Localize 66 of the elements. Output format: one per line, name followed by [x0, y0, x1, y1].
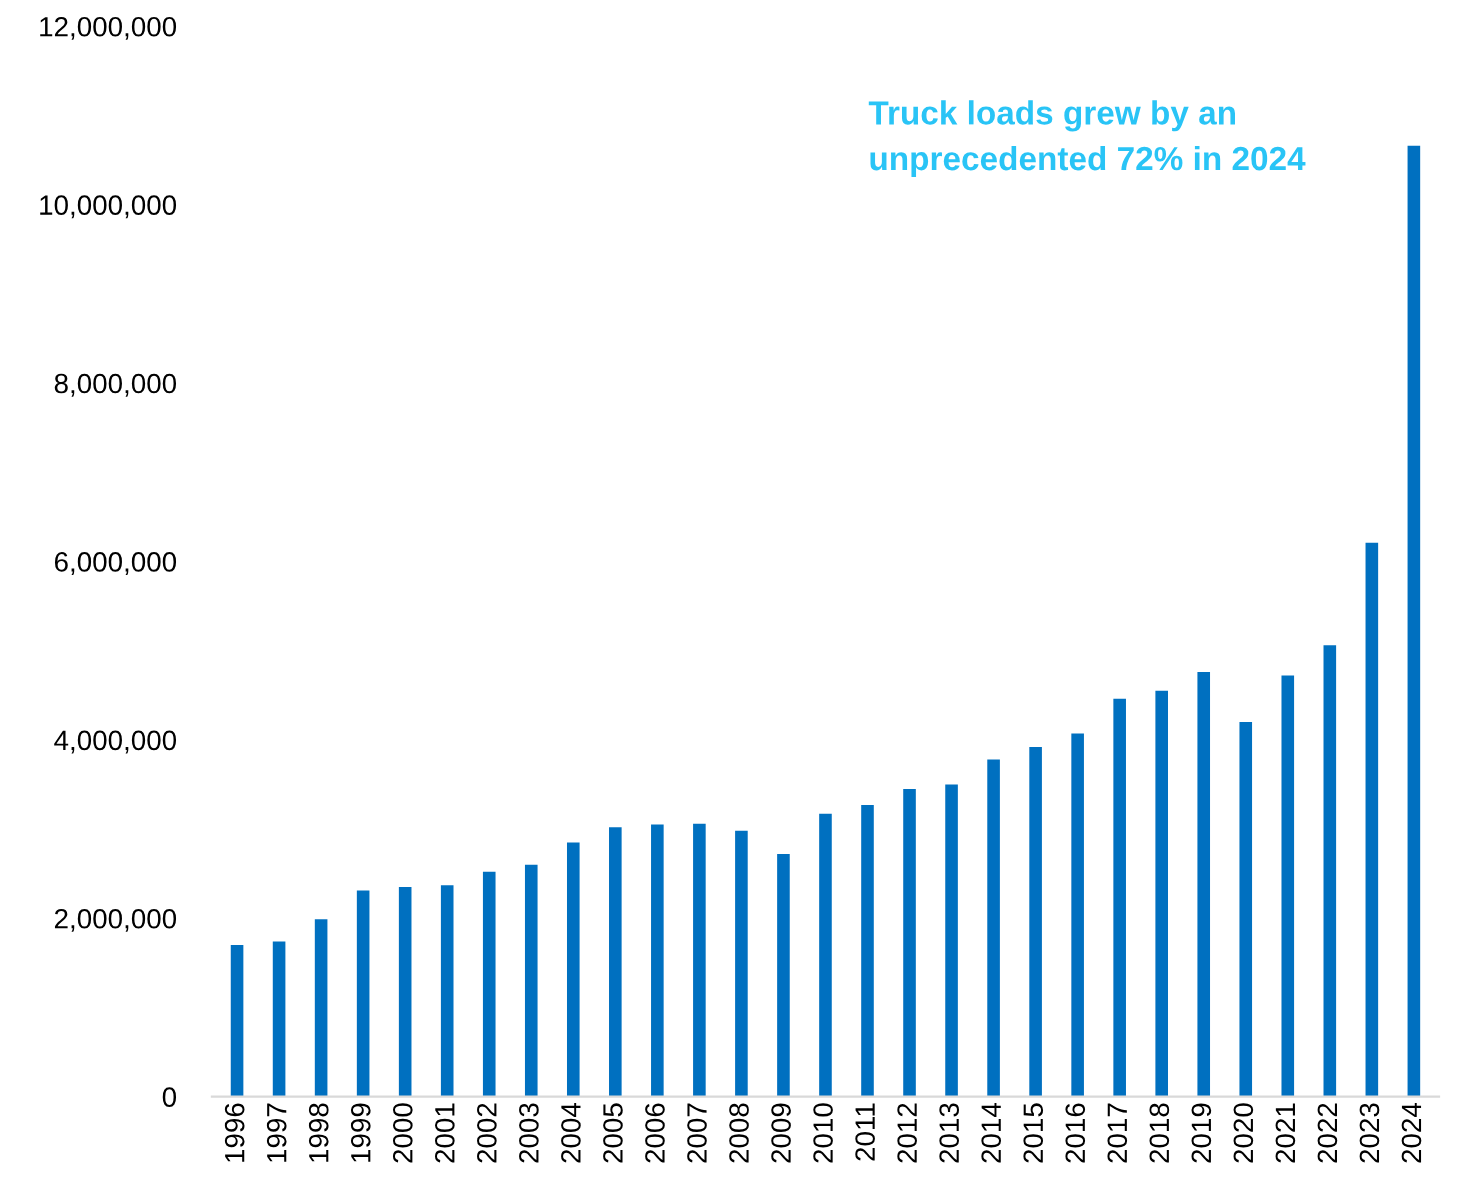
x-tick-label: 2022 — [1317, 1103, 1338, 1163]
x-tick-label: 2011 — [855, 1103, 875, 1161]
bar — [230, 945, 244, 1097]
x-tick-label: 1996 — [224, 1103, 245, 1162]
bar — [1071, 733, 1084, 1097]
bar — [356, 890, 370, 1097]
x-tick-label: 2010 — [813, 1103, 833, 1163]
x-tick-label: 2018 — [1149, 1103, 1170, 1163]
x-tick-label: 2002 — [477, 1103, 497, 1163]
bar — [524, 864, 538, 1097]
bar — [440, 885, 454, 1097]
x-tick-label: 2013 — [939, 1103, 960, 1163]
bar — [482, 871, 496, 1097]
x-tick-label: 2014 — [981, 1103, 1002, 1163]
x-tick-label: 2021 — [1275, 1103, 1296, 1163]
x-tick-label: 2004 — [561, 1103, 581, 1163]
bar — [903, 788, 916, 1097]
bar — [777, 854, 790, 1097]
bar — [945, 784, 958, 1097]
x-tick-label: 2007 — [687, 1103, 707, 1163]
y-tick-label: 10,000,000 — [40, 195, 177, 219]
bar — [398, 887, 412, 1097]
y-tick-label: 2,000,000 — [54, 908, 177, 932]
bar — [1365, 542, 1379, 1097]
x-tick-label: 2003 — [519, 1103, 539, 1163]
x-tick-label: 2012 — [897, 1103, 917, 1163]
x-tick-label: 2024 — [1401, 1103, 1422, 1163]
x-tick-label: 2000 — [392, 1103, 413, 1163]
x-tick-label: 2020 — [1233, 1103, 1254, 1163]
bar — [735, 830, 748, 1097]
x-tick-label: 2001 — [434, 1103, 455, 1163]
bar — [1323, 645, 1337, 1097]
y-tick-label: 12,000,000 — [40, 16, 177, 40]
bar — [609, 827, 622, 1097]
y-tick-label: 0 — [162, 1087, 177, 1107]
bar — [693, 823, 706, 1097]
bar — [987, 759, 1000, 1097]
x-tick-label: 2009 — [771, 1103, 791, 1163]
bar — [861, 804, 874, 1097]
bar — [651, 824, 664, 1097]
y-tick-label: 6,000,000 — [54, 552, 177, 576]
bar — [1155, 690, 1168, 1097]
x-tick-label: 2023 — [1359, 1103, 1380, 1163]
bar — [1113, 698, 1126, 1097]
bar — [1239, 721, 1253, 1097]
x-tick-label: 2016 — [1065, 1103, 1086, 1163]
x-tick-label: 2017 — [1107, 1103, 1128, 1163]
bar — [1281, 675, 1295, 1097]
x-tick-label: 2006 — [645, 1103, 665, 1163]
x-tick-label: 2015 — [1023, 1103, 1044, 1163]
x-tick-label: 2008 — [729, 1103, 749, 1163]
bar — [1197, 672, 1211, 1097]
x-tick-label: 1998 — [308, 1103, 329, 1162]
bar — [819, 813, 832, 1097]
x-tick-label: 1997 — [266, 1103, 287, 1162]
bar — [1029, 746, 1042, 1097]
x-tick-label: 1999 — [350, 1103, 371, 1162]
annotation: Truck loads grew by an unprecedented 72% in 2024 — [868, 100, 1306, 178]
y-tick-label: 8,000,000 — [54, 373, 177, 397]
bar — [566, 842, 580, 1097]
bar — [272, 941, 286, 1097]
x-tick-label: 2019 — [1191, 1103, 1212, 1163]
x-tick-label: 2005 — [603, 1103, 623, 1163]
y-tick-label: 4,000,000 — [54, 730, 177, 754]
bar — [1407, 145, 1421, 1097]
bar — [314, 919, 328, 1097]
